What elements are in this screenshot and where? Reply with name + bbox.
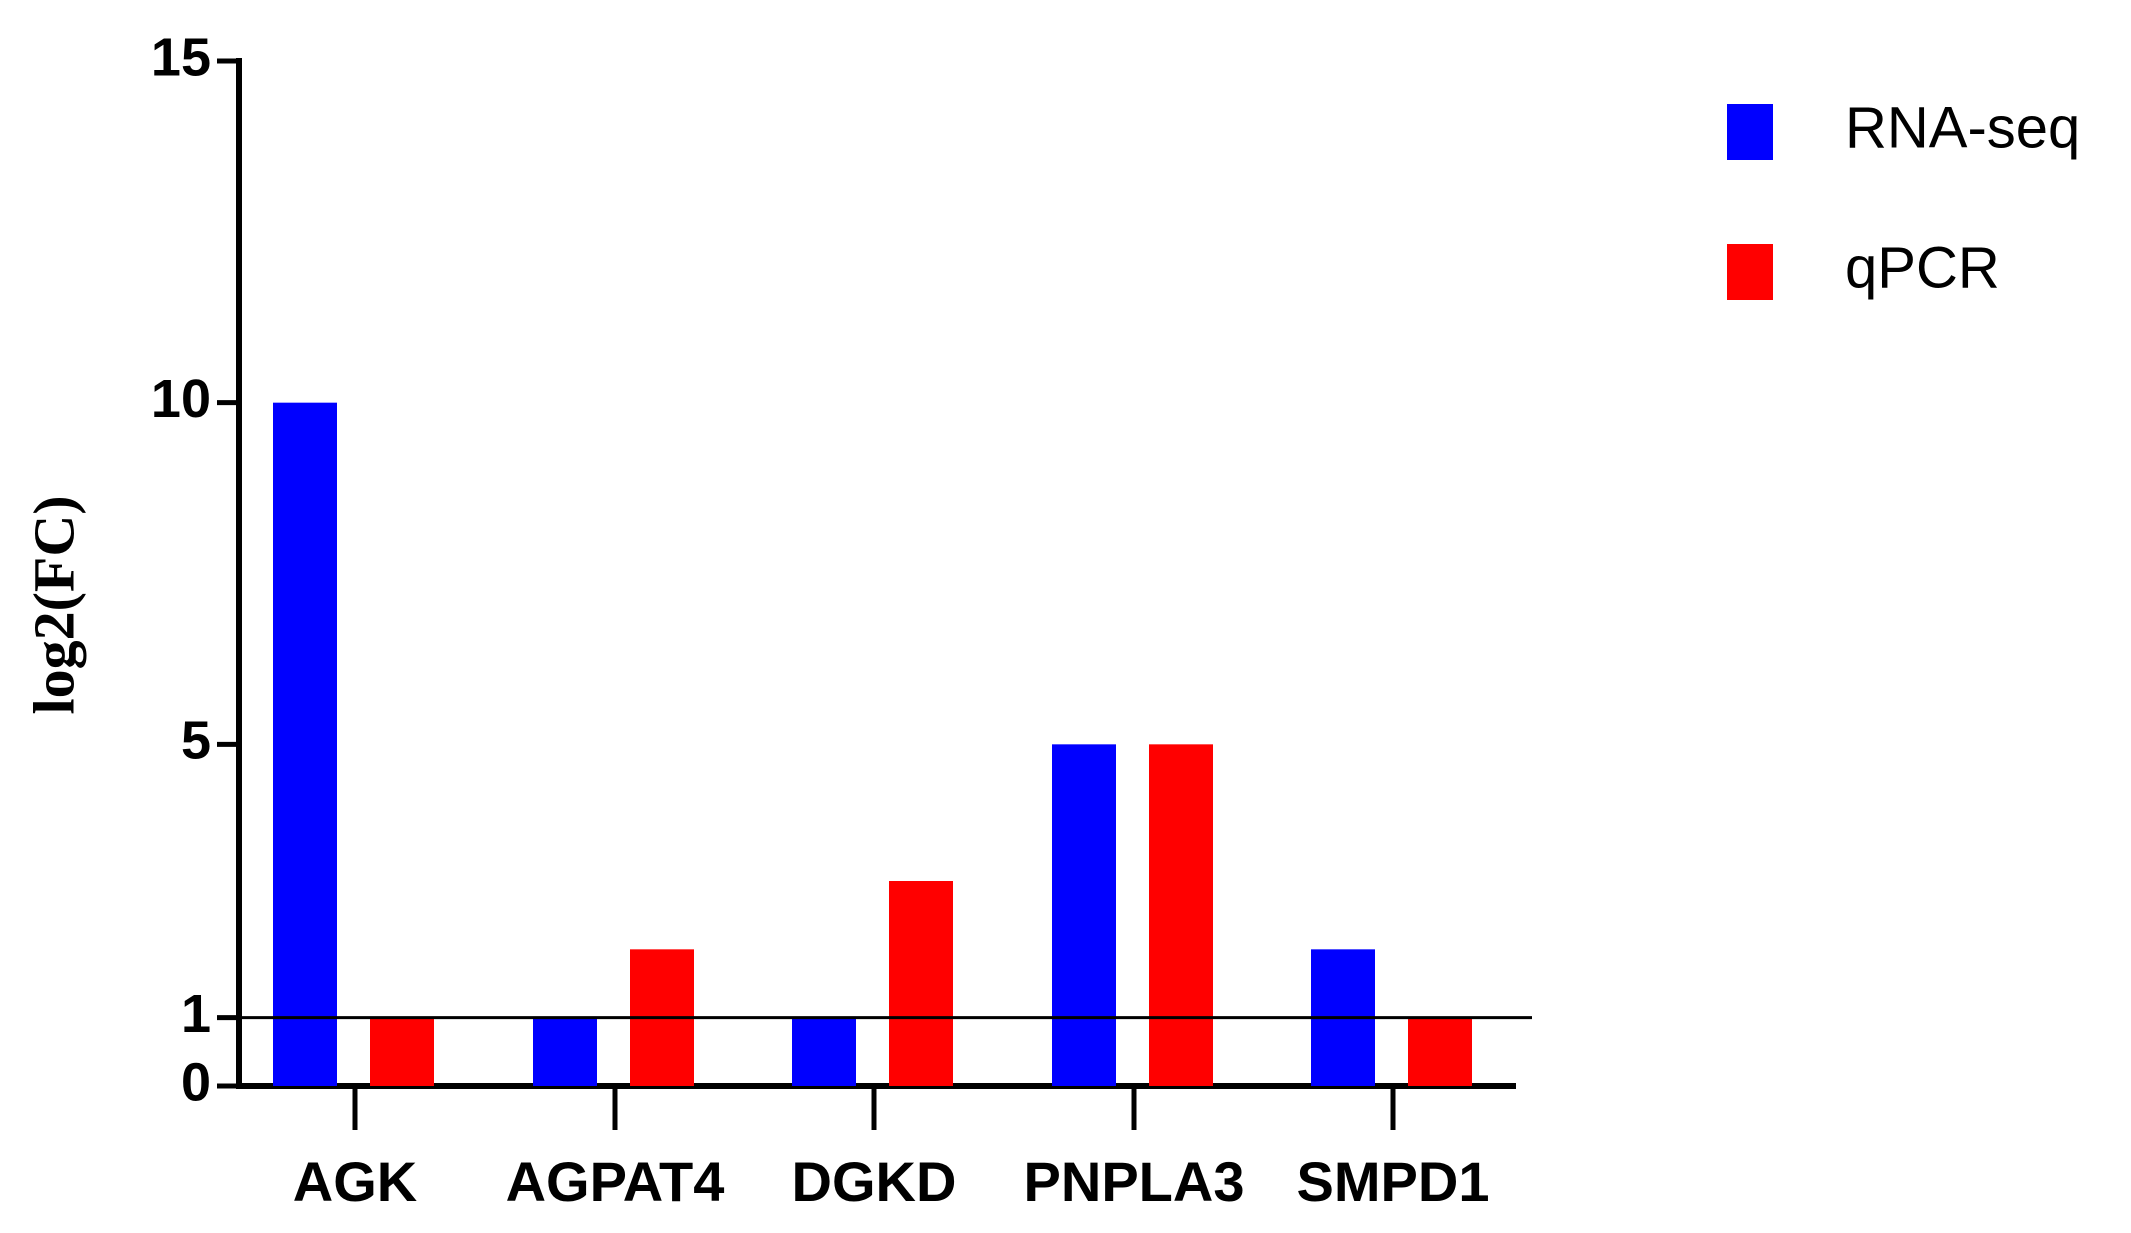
x-tick-label: AGK — [293, 1150, 417, 1213]
y-tick-label: 10 — [151, 369, 211, 429]
bar — [889, 881, 953, 1086]
y-tick-label: 15 — [151, 27, 211, 87]
y-tick-label: 0 — [181, 1052, 211, 1112]
bar — [1149, 744, 1213, 1086]
y-tick-label: 5 — [181, 711, 211, 771]
legend-label: qPCR — [1845, 235, 2000, 300]
legend-swatch — [1727, 104, 1773, 160]
legend-label: RNA-seq — [1845, 95, 2080, 160]
bar — [273, 402, 337, 1087]
legend-swatch — [1727, 244, 1773, 300]
x-tick-label: AGPAT4 — [506, 1150, 725, 1213]
x-tick-label: SMPD1 — [1297, 1150, 1490, 1213]
y-axis-label: log2(FC) — [21, 495, 86, 714]
x-tick-label: DGKD — [792, 1150, 957, 1213]
bar — [533, 1017, 597, 1086]
bar — [1052, 744, 1116, 1086]
bar — [792, 1017, 856, 1086]
bar — [1408, 1017, 1472, 1086]
bar — [370, 1017, 434, 1086]
x-tick-label: PNPLA3 — [1024, 1150, 1245, 1213]
y-tick-label: 1 — [181, 984, 211, 1044]
